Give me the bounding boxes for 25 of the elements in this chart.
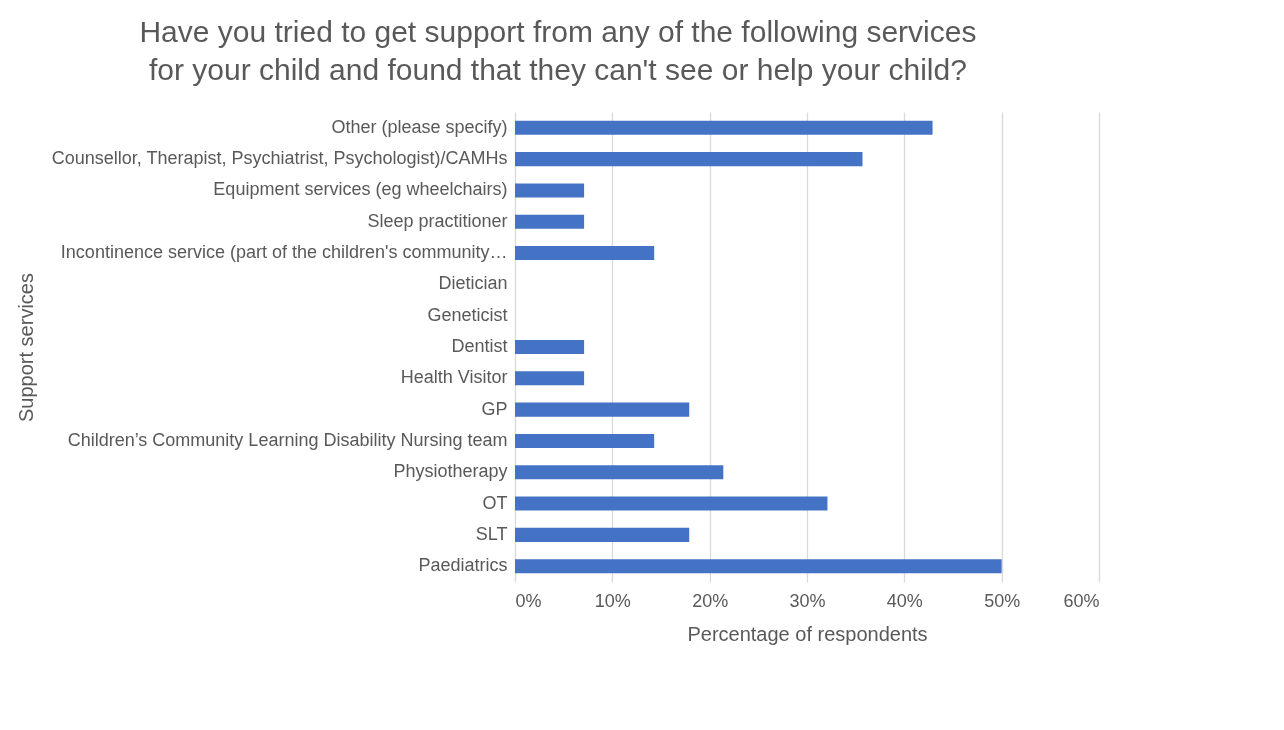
y-tick-label: Geneticist [427, 304, 508, 325]
x-axis-title: Percentage of respondents [687, 622, 928, 645]
y-tick-label: Counsellor, Therapist, Psychiatrist, Psychologist)/CAMHs [51, 148, 508, 169]
y-tick-label: Health Visitor [400, 367, 508, 388]
y-axis-title: Support services [15, 273, 38, 422]
y-tick-label: Sleep practitioner [367, 210, 508, 231]
y-tick-label: Other (please specify) [331, 116, 508, 137]
chart-title: Have you tried to get support from any of the following services for your child and found that they can't see or help your child? [139, 15, 977, 86]
y-tick-label: Dentist [451, 336, 508, 356]
x-tick-label: 0% [515, 590, 542, 611]
x-tick-label: 50% [984, 590, 1021, 611]
y-tick-label: Equipment services (eg wheelchairs) [213, 179, 508, 200]
y-tick-label: Dietician [438, 273, 508, 294]
y-tick-label: GP [481, 398, 508, 419]
y-tick-label: Paediatrics [418, 555, 508, 576]
y-tick-label: Incontinence service (part of the children's community… [60, 242, 508, 263]
x-tick-label: 30% [789, 590, 826, 611]
y-tick-label: Physiotherapy [393, 461, 508, 482]
x-tick-label: 40% [886, 590, 923, 611]
y-tick-label: SLT [475, 523, 508, 544]
y-tick-label: OT [482, 492, 508, 513]
x-tick-label: 10% [594, 590, 631, 611]
x-tick-label: 60% [1063, 590, 1100, 611]
y-tick-label: Children’s Community Learning Disability Nursing team [67, 429, 508, 450]
x-tick-label: 20% [692, 590, 729, 611]
